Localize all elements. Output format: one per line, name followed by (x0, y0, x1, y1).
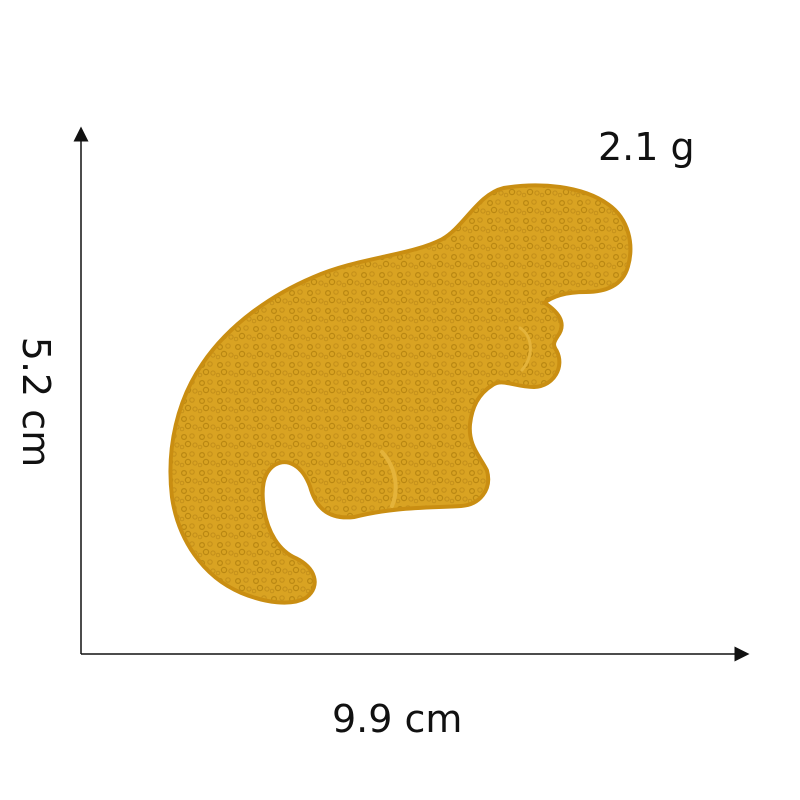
width-label: 9.9 cm (332, 697, 463, 741)
dinosaur-leg-contour (380, 450, 398, 508)
weight-label: 2.1 g (598, 125, 695, 169)
dinosaur-arm-contour (518, 326, 532, 372)
height-label: 5.2 cm (14, 336, 58, 468)
dinosaur-patch-body (172, 187, 629, 601)
